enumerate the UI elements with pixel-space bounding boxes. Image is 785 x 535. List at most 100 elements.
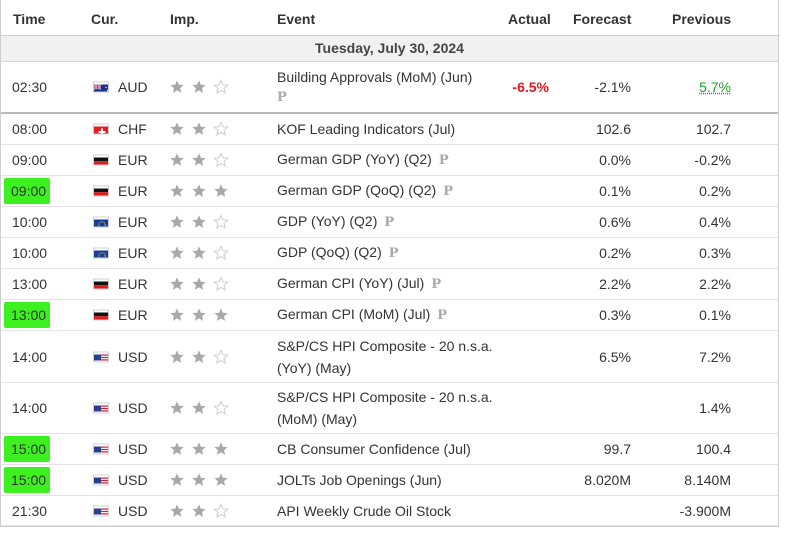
- preliminary-icon[interactable]: P: [443, 184, 453, 199]
- germany-flag-icon: [93, 154, 109, 166]
- event-name-text[interactable]: GDP (QoQ) (Q2): [277, 244, 382, 260]
- table-row[interactable]: 14:00 USD S&P/CS HPI Composite - 20 n.s.a.…: [1, 383, 778, 434]
- preliminary-icon[interactable]: P: [431, 277, 442, 292]
- event-name-text[interactable]: German CPI (MoM) (Jul): [277, 306, 431, 322]
- preliminary-icon[interactable]: P: [437, 308, 448, 323]
- currency-code: USD: [118, 502, 148, 519]
- event-name[interactable]: German CPI (MoM) (Jul) P: [277, 303, 497, 327]
- previous-value: -3.900M: [679, 502, 731, 519]
- table-row[interactable]: 21:30 USD API Weekly Crude Oil Stock -3.900…: [1, 496, 778, 526]
- forecast-value: 0.0%: [599, 152, 631, 168]
- table-row[interactable]: 02:30 AUD Building Approvals (MoM) (Jun) P -…: [1, 62, 778, 114]
- importance-stars: [169, 121, 233, 137]
- preliminary-icon[interactable]: P: [384, 215, 395, 230]
- column-header-previous[interactable]: Previous: [672, 11, 732, 27]
- event-name[interactable]: KOF Leading Indicators (Jul): [277, 118, 497, 140]
- event-name[interactable]: API Weekly Crude Oil Stock: [277, 500, 497, 522]
- column-header-actual[interactable]: Actual: [508, 11, 551, 27]
- event-name-text[interactable]: JOLTs Job Openings (Jun): [277, 472, 442, 488]
- currency-code: EUR: [118, 152, 148, 168]
- table-row[interactable]: 08:00 CHF KOF Leading Indicators (Jul) 102.…: [1, 114, 778, 145]
- table-row[interactable]: 09:00 EUR German GDP (YoY) (Q2) P 0.0% -0.2%: [1, 145, 778, 176]
- event-name[interactable]: GDP (QoQ) (Q2) P: [277, 241, 497, 265]
- column-header-importance[interactable]: Imp.: [170, 11, 199, 27]
- importance-stars: [169, 472, 233, 488]
- importance-stars: [169, 214, 233, 230]
- forecast-value: 0.1%: [599, 183, 631, 199]
- germany-flag-icon: [93, 278, 109, 290]
- currency-code: USD: [118, 441, 148, 457]
- previous-value: 1.4%: [699, 400, 731, 416]
- event-name-text[interactable]: S&P/CS HPI Composite - 20 n.s.a. (YoY) (…: [277, 337, 493, 376]
- event-name-text[interactable]: S&P/CS HPI Composite - 20 n.s.a. (MoM) (…: [277, 389, 493, 427]
- column-header-currency[interactable]: Cur.: [91, 11, 119, 27]
- switzerland-flag-icon: [93, 123, 109, 135]
- usa-flag-icon: [93, 443, 109, 455]
- event-name[interactable]: German GDP (YoY) (Q2) P: [277, 148, 497, 172]
- previous-value: 0.1%: [699, 307, 731, 323]
- event-name-text[interactable]: CB Consumer Confidence (Jul): [277, 441, 471, 457]
- column-header-event[interactable]: Event: [277, 11, 316, 27]
- event-time: 02:30: [12, 79, 48, 95]
- germany-flag-icon: [93, 309, 109, 321]
- event-time: 21:30: [12, 502, 48, 519]
- column-header-forecast[interactable]: Forecast: [573, 11, 632, 27]
- event-name-text[interactable]: API Weekly Crude Oil Stock: [277, 502, 452, 519]
- event-time: 10:00: [12, 245, 48, 261]
- economic-calendar-table: Time Cur. Imp. Event Actual Forecast Pre…: [0, 0, 780, 527]
- table-row[interactable]: 09:00 EUR German GDP (QoQ) (Q2) P 0.1% 0.2%: [1, 176, 778, 207]
- table-row[interactable]: 14:00 USD S&P/CS HPI Composite - 20 n.s.a.…: [1, 331, 778, 383]
- previous-value: 102.7: [695, 121, 731, 137]
- actual-value: -6.5%: [512, 79, 549, 95]
- forecast-value: 0.6%: [599, 214, 631, 230]
- event-name-text[interactable]: Building Approvals (MoM) (Jun): [277, 69, 473, 85]
- event-time: 10:00: [12, 214, 48, 230]
- event-name-text[interactable]: German GDP (YoY) (Q2): [277, 151, 432, 167]
- table-row[interactable]: 10:00 EUR GDP (YoY) (Q2) P 0.6% 0.4%: [1, 207, 778, 238]
- event-name-text[interactable]: German GDP (QoQ) (Q2): [277, 182, 437, 198]
- previous-value: 8.140M: [684, 472, 731, 488]
- germany-flag-icon: [93, 185, 109, 197]
- importance-stars: [169, 348, 233, 365]
- event-name[interactable]: JOLTs Job Openings (Jun): [277, 469, 497, 491]
- currency-code: EUR: [118, 307, 148, 323]
- event-name[interactable]: S&P/CS HPI Composite - 20 n.s.a. (YoY) (…: [277, 335, 497, 379]
- currency-code: USD: [118, 472, 148, 488]
- event-time: 13:00: [12, 276, 48, 292]
- event-name[interactable]: German GDP (QoQ) (Q2) P: [277, 179, 497, 203]
- currency-code: EUR: [118, 183, 148, 199]
- forecast-value: 6.5%: [599, 348, 631, 365]
- forecast-value: 0.3%: [599, 307, 631, 323]
- importance-stars: [169, 502, 233, 519]
- usa-flag-icon: [93, 351, 109, 362]
- australia-flag-icon: [93, 81, 109, 93]
- preliminary-icon[interactable]: P: [388, 246, 399, 261]
- importance-stars: [169, 400, 233, 416]
- previous-value: 100.4: [695, 441, 731, 457]
- event-name-text[interactable]: GDP (YoY) (Q2): [277, 213, 378, 229]
- preliminary-icon[interactable]: P: [438, 153, 449, 168]
- previous-value: -0.2%: [694, 152, 731, 168]
- event-name[interactable]: GDP (YoY) (Q2) P: [277, 210, 497, 234]
- event-time: 13:00: [4, 302, 51, 328]
- table-row[interactable]: 10:00 EUR GDP (QoQ) (Q2) P 0.2% 0.3%: [1, 238, 778, 269]
- forecast-value: 8.020M: [584, 472, 631, 488]
- table-row[interactable]: 15:00 USD JOLTs Job Openings (Jun) 8.020M 8.…: [1, 465, 778, 496]
- previous-value: 5.7%: [699, 79, 731, 95]
- table-row[interactable]: 15:00 USD CB Consumer Confidence (Jul) 99.7…: [1, 434, 778, 465]
- event-name-text[interactable]: KOF Leading Indicators (Jul): [277, 121, 456, 137]
- importance-stars: [169, 152, 233, 168]
- date-heading: Tuesday, July 30, 2024: [1, 36, 778, 62]
- usa-flag-icon: [93, 505, 109, 516]
- event-name[interactable]: S&P/CS HPI Composite - 20 n.s.a. (MoM) (…: [277, 386, 497, 430]
- event-time: 15:00: [4, 436, 51, 462]
- event-name[interactable]: CB Consumer Confidence (Jul): [277, 438, 497, 460]
- preliminary-icon[interactable]: P: [277, 90, 287, 105]
- column-header-time[interactable]: Time: [13, 11, 46, 27]
- table-row[interactable]: 13:00 EUR German CPI (YoY) (Jul) P 2.2% 2.2%: [1, 269, 778, 300]
- event-name[interactable]: Building Approvals (MoM) (Jun) P: [277, 66, 497, 108]
- currency-code: AUD: [118, 79, 148, 95]
- table-row[interactable]: 13:00 EUR German CPI (MoM) (Jul) P 0.3% 0.1%: [1, 300, 778, 331]
- event-name[interactable]: German CPI (YoY) (Jul) P: [277, 272, 497, 296]
- event-name-text[interactable]: German CPI (YoY) (Jul): [277, 275, 425, 291]
